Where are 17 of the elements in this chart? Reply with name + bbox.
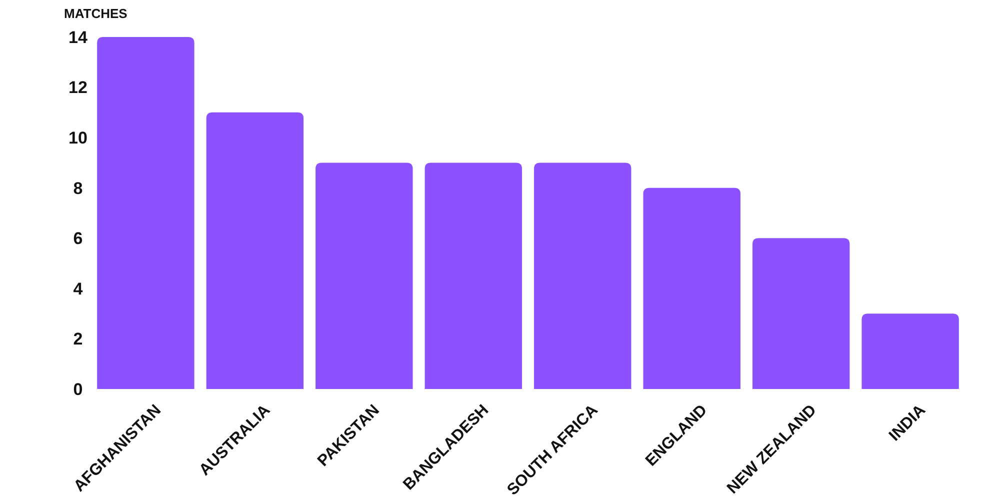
y-tick-label: 12 xyxy=(68,78,88,98)
bar xyxy=(316,162,413,389)
bar xyxy=(206,112,304,389)
y-tick-label: 8 xyxy=(73,178,83,198)
bar xyxy=(424,162,522,389)
y-tick-label: 6 xyxy=(73,229,83,248)
y-tick-label: 4 xyxy=(73,279,84,298)
bar xyxy=(97,37,194,389)
bar xyxy=(752,238,850,389)
y-tick-label: 14 xyxy=(68,28,88,47)
y-tick-label: 10 xyxy=(68,128,88,148)
y-tick-label: 0 xyxy=(73,380,83,399)
y-tick-label: 2 xyxy=(73,330,83,349)
bar xyxy=(862,314,959,389)
bar xyxy=(534,162,632,389)
y-axis-title: MATCHES xyxy=(64,6,128,21)
bar xyxy=(643,188,740,389)
